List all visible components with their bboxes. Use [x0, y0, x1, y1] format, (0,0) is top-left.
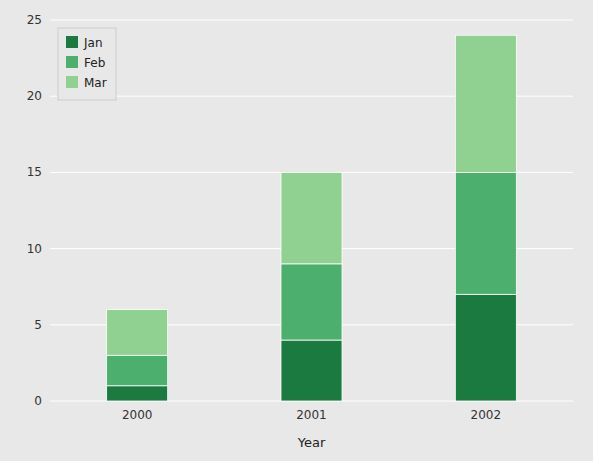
x-tick-label: 2001: [296, 408, 327, 422]
legend: Jan Feb Mar: [58, 28, 116, 100]
chart: 0 5 10 15 20 25 2000 2001 2002 Year Jan Feb Mar: [0, 0, 593, 461]
y-tick-label: 0: [34, 394, 42, 408]
legend-swatch: [66, 56, 78, 68]
background: [0, 0, 593, 461]
bar: [455, 294, 516, 401]
y-tick-label: 25: [27, 13, 42, 27]
legend-label: Mar: [84, 76, 107, 90]
legend-label: Feb: [84, 56, 105, 70]
legend-box: [58, 28, 116, 100]
bar: [455, 35, 516, 172]
bar: [107, 386, 168, 401]
grid-line: [50, 20, 573, 21]
legend-swatch: [66, 36, 78, 48]
grid: [50, 20, 573, 401]
x-tick-label: 2000: [122, 408, 153, 422]
bar: [107, 310, 168, 356]
y-tick-label: 10: [27, 242, 42, 256]
legend-label: Jan: [83, 36, 103, 50]
y-tick-label: 15: [27, 165, 42, 179]
x-tick-label: 2002: [471, 408, 502, 422]
bar: [455, 172, 516, 294]
y-tick-label: 5: [34, 318, 42, 332]
bars: [107, 35, 517, 401]
bar: [281, 172, 342, 263]
bar: [107, 355, 168, 385]
y-tick-label: 20: [27, 89, 42, 103]
bar: [281, 340, 342, 401]
x-axis-label: Year: [297, 435, 326, 450]
legend-swatch: [66, 76, 78, 88]
bar: [281, 264, 342, 340]
